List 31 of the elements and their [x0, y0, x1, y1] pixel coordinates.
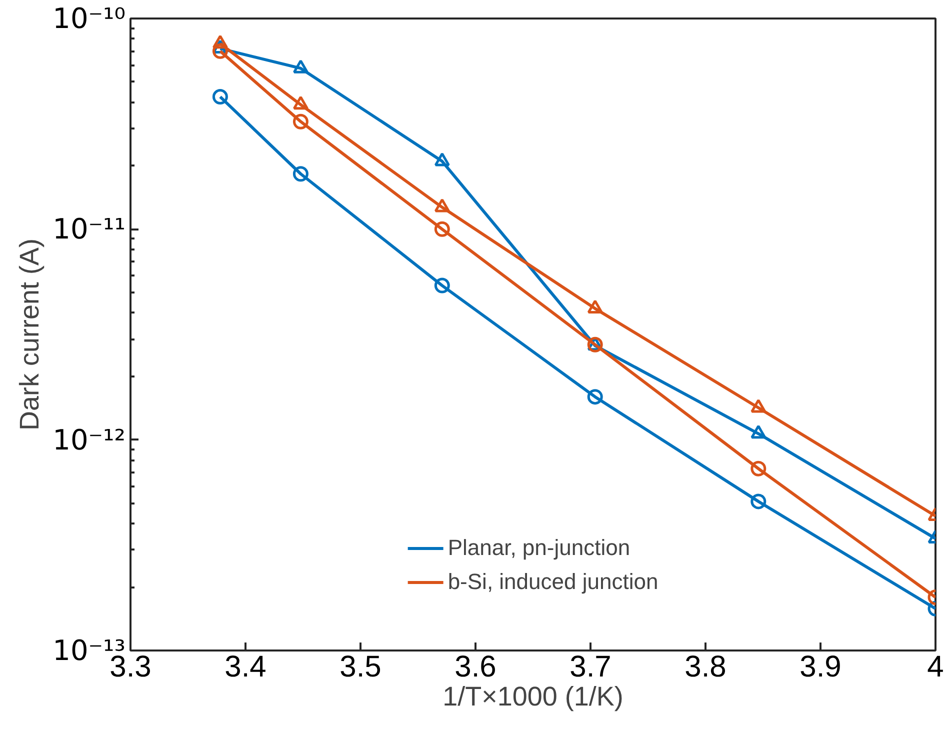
- point: [750, 460, 766, 476]
- point: [292, 166, 308, 182]
- point: [434, 152, 450, 166]
- x-tick-label: 3.5: [340, 650, 382, 684]
- point: [434, 221, 450, 237]
- point: [292, 114, 308, 130]
- y-tick-label: 10⁻¹⁰: [52, 2, 126, 35]
- x-tick-label: 3.4: [224, 650, 266, 684]
- point: [292, 60, 308, 74]
- x-tick-label: 3.9: [800, 650, 842, 684]
- point: [587, 389, 603, 405]
- x-tick-label: 3.6: [454, 650, 496, 684]
- y-axis-title: Dark current (A): [14, 238, 45, 431]
- x-tick-label: 4: [927, 650, 944, 684]
- x-axis-title: 1/T×1000 (1/K): [442, 682, 624, 712]
- x-tick-label: 3.7: [570, 650, 612, 684]
- legend-label: b-Si, induced junction: [448, 569, 658, 595]
- point: [750, 424, 766, 439]
- point: [750, 494, 766, 510]
- point: [212, 89, 228, 105]
- y-tick-label: 10⁻¹¹: [52, 212, 126, 246]
- point: [587, 300, 603, 314]
- point: [212, 43, 228, 59]
- point: [292, 96, 308, 110]
- point: [750, 398, 766, 413]
- y-tick-label: 10⁻¹²: [52, 423, 126, 456]
- point: [212, 34, 228, 49]
- point: [434, 278, 450, 294]
- legend-label: Planar, pn-junction: [448, 535, 630, 561]
- x-tick-label: 3.8: [684, 650, 726, 684]
- point: [434, 198, 450, 212]
